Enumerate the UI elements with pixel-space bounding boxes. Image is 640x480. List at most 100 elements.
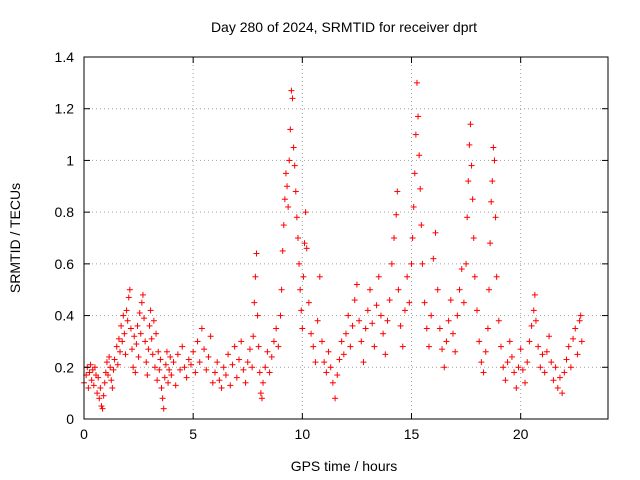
data-point <box>177 366 184 373</box>
data-point <box>281 196 288 203</box>
data-point <box>380 330 387 337</box>
y-tick-label: 0.8 <box>55 204 75 220</box>
data-point <box>150 317 157 324</box>
data-point <box>358 338 365 345</box>
data-point <box>139 291 146 298</box>
data-point <box>218 384 225 391</box>
data-point <box>321 359 328 366</box>
data-point <box>432 229 439 236</box>
data-point <box>305 299 312 306</box>
data-point <box>384 317 391 324</box>
data-point <box>172 382 179 389</box>
data-point <box>302 209 309 216</box>
data-point <box>482 348 489 355</box>
data-point <box>515 364 522 371</box>
data-point <box>364 307 371 314</box>
data-point <box>91 364 98 371</box>
data-point <box>345 312 352 319</box>
data-point <box>443 338 450 345</box>
data-point <box>114 361 121 368</box>
data-point <box>447 297 454 304</box>
data-point <box>550 377 557 384</box>
data-point <box>107 364 114 371</box>
data-point <box>492 214 499 221</box>
data-point <box>185 356 192 363</box>
data-point <box>122 351 129 358</box>
data-point <box>162 361 169 368</box>
data-point <box>87 361 94 368</box>
data-point <box>478 359 485 366</box>
data-point <box>299 325 306 332</box>
data-point <box>561 369 568 376</box>
data-point <box>287 126 294 133</box>
data-point <box>375 273 382 280</box>
data-point <box>423 325 430 332</box>
data-point <box>233 374 240 381</box>
data-point <box>502 377 509 384</box>
data-point <box>464 214 471 221</box>
data-point <box>174 351 181 358</box>
data-point <box>181 364 188 371</box>
data-point <box>574 351 581 358</box>
data-point <box>458 266 465 273</box>
data-point <box>537 364 544 371</box>
data-point <box>353 281 360 288</box>
data-point <box>397 322 404 329</box>
data-point <box>165 379 172 386</box>
data-point <box>332 395 339 402</box>
data-point <box>391 235 398 241</box>
data-point <box>468 162 475 169</box>
data-point <box>125 294 132 301</box>
x-tick-label: 20 <box>513 426 529 442</box>
data-point <box>257 390 264 397</box>
y-tick-label: 0.6 <box>55 256 75 272</box>
data-point <box>531 291 538 298</box>
data-point <box>487 240 494 247</box>
data-point <box>416 152 423 159</box>
data-point <box>249 364 256 371</box>
data-point <box>285 203 292 210</box>
data-point <box>163 348 170 355</box>
data-point <box>394 188 401 195</box>
data-point <box>201 346 208 353</box>
data-point <box>242 379 249 386</box>
data-point <box>183 374 190 381</box>
data-point <box>401 307 408 314</box>
data-point <box>145 346 152 353</box>
data-point <box>419 260 426 267</box>
data-point <box>556 374 563 381</box>
data-point <box>367 286 374 293</box>
data-point <box>314 317 321 324</box>
data-point <box>103 359 110 366</box>
data-point <box>124 317 131 324</box>
data-point <box>377 312 384 319</box>
data-point <box>504 359 511 366</box>
data-point <box>168 372 175 379</box>
data-point <box>362 325 369 332</box>
data-point <box>154 377 161 384</box>
data-point <box>554 384 561 391</box>
data-point <box>258 395 265 402</box>
data-point <box>136 309 143 316</box>
data-point <box>141 315 148 322</box>
data-point <box>101 379 108 386</box>
data-point <box>282 170 289 177</box>
data-point <box>347 343 354 350</box>
data-point <box>369 320 376 327</box>
data-point <box>297 286 304 293</box>
data-point <box>522 379 529 386</box>
data-point <box>296 260 303 267</box>
data-point <box>559 390 566 397</box>
data-point <box>511 369 518 376</box>
data-point <box>236 356 243 363</box>
data-point <box>456 286 463 293</box>
data-point <box>410 203 417 210</box>
data-point <box>340 351 347 358</box>
data-point <box>151 364 158 371</box>
data-point <box>310 343 317 350</box>
data-point <box>255 343 262 350</box>
data-point <box>467 121 474 128</box>
data-point <box>138 299 145 306</box>
data-point <box>452 348 459 355</box>
data-point <box>106 353 113 360</box>
